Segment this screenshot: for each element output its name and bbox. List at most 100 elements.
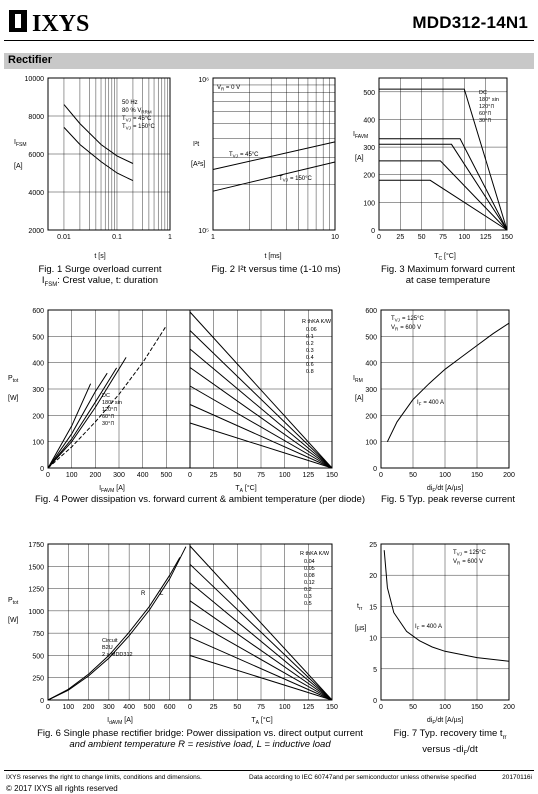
fig4-xlabel-left: IFAVM [A] [99, 485, 125, 494]
fig4-xtick-left: 100 [66, 472, 78, 479]
fig1-xtick: 0.01 [57, 234, 71, 241]
fig3-ytick: 500 [363, 90, 375, 97]
plot-frame [378, 77, 508, 231]
fig4-xlabel-right: TA [°C] [235, 484, 256, 494]
fig5-ytick: 0 [373, 466, 377, 473]
fig4-rthka-line [189, 330, 333, 469]
fig6-ytick: 0 [40, 698, 44, 705]
fig6-rthka-line [189, 563, 333, 701]
fig1-series-line [63, 104, 134, 164]
fig6-xlabel-left: IdAVM [A] [107, 717, 133, 726]
fig3-ytick: 400 [363, 117, 375, 124]
fig1-ytick: 2000 [28, 228, 44, 235]
fig7-curve-label: IF = 400 A [415, 624, 442, 631]
fig1-yunit: [A] [14, 163, 23, 170]
fig4-xtick-left: 500 [160, 472, 172, 479]
svg-text:60°⊓: 60°⊓ [102, 414, 115, 420]
fig4-rthka-value: 0.4 [306, 355, 314, 361]
fig2-ytick: 10⁵ [198, 228, 209, 235]
page-header: IXYS MDD312-14N1 [4, 4, 534, 41]
fig6-ytick: 1500 [28, 564, 44, 571]
svg-text:30°⊓: 30°⊓ [479, 118, 492, 124]
fig1-ytick: 6000 [28, 152, 44, 159]
fig7-ytick: 0 [373, 698, 377, 705]
fig5-ytick: 400 [365, 361, 377, 368]
fig4-yunit: [W] [8, 395, 19, 402]
fig6-xtick-left: 0 [46, 704, 50, 711]
fig2-ylabel: I²t [193, 141, 199, 148]
footer-revision: 20170116i [502, 774, 532, 781]
fig4-rthka-title: R thKA K/W [302, 319, 332, 325]
fig6-rthka-title: R thKA K/W [300, 551, 330, 557]
fig4-xtick-left: 400 [137, 472, 149, 479]
fig4-rthka-line [189, 385, 333, 469]
fig7-ytick: 10 [369, 636, 377, 643]
section-bar: Rectifier [4, 53, 534, 69]
fig4-ytick: 300 [32, 387, 44, 394]
plot-frame [189, 309, 333, 469]
fig6-ytick: 500 [32, 653, 44, 660]
fig2-caption: Fig. 2 I²t versus time (1-10 ms) [211, 264, 341, 275]
fig6-xtick-right: 125 [302, 704, 314, 711]
fig7-ytick: 25 [369, 542, 377, 549]
fig7-cond1: TVJ = 125°C [453, 550, 487, 557]
fig4-rthka-value: 0.3 [306, 348, 314, 354]
fig7-chart: trr [µs] diF/dt [A/µs] TVJ = 125°C VR = 60… [355, 542, 515, 726]
copyright: © 2017 IXYS all rights reserved [6, 784, 118, 793]
fig4-series-line [47, 372, 108, 469]
fig3-series-line [379, 160, 508, 231]
fig1-xtick: 1 [168, 234, 172, 241]
fig5-xlabel: diF/dt [A/µs] [427, 485, 463, 494]
fig6-rthka-value: 0.5 [304, 601, 312, 607]
fig3-xtick: 25 [396, 234, 404, 241]
plot-frame [380, 543, 510, 701]
fig6-rthka-line [189, 600, 333, 701]
fig7-xtick: 50 [409, 704, 417, 711]
fig5-cond1: TVJ = 125°C [391, 316, 425, 323]
fig7-cond2: VR = 600 V [453, 559, 483, 566]
fig1-ytick: 4000 [28, 190, 44, 197]
plot-frame [47, 77, 171, 231]
fig6-circuit-note: Circuit B2U 2 x MDD312 [102, 638, 133, 658]
plot-frame [380, 309, 510, 469]
fig4-ytick: 400 [32, 361, 44, 368]
fig3-xlabel: TC [°C] [434, 252, 456, 262]
svg-text:IXYS: IXYS [32, 11, 89, 36]
fig6-rthka-line [189, 582, 333, 701]
svg-text:180° sin: 180° sin [479, 97, 499, 103]
fig7-ytick: 5 [373, 667, 377, 674]
fig2-xtick: 10 [331, 234, 339, 241]
fig2-series-line [212, 161, 336, 192]
fig3-xtick: 100 [458, 234, 470, 241]
fig3-ytick: 200 [363, 173, 375, 180]
fig2-chart: I²t [A²s] t [ms] VR = 0 V TVJ = 45°C TVJ =… [191, 77, 339, 260]
fig6-ytick: 750 [32, 631, 44, 638]
fig6-ytick: 1750 [28, 542, 44, 549]
fig6-rthka-value: 0.12 [304, 580, 315, 586]
fig3-legend: DC 180° sin 120°⊓ 60°⊓ 30°⊓ [479, 90, 499, 124]
fig6-xtick-right: 100 [279, 704, 291, 711]
fig4-ytick: 100 [32, 440, 44, 447]
fig5-xtick: 150 [471, 472, 483, 479]
fig1-ytick: 8000 [28, 114, 44, 121]
fig6-ytick: 1000 [28, 609, 44, 616]
fig7-xtick: 100 [439, 704, 451, 711]
svg-text:DC: DC [102, 393, 110, 399]
section-title: Rectifier [8, 54, 53, 66]
fig3-series-line [379, 138, 508, 231]
part-number: MDD312-14N1 [412, 13, 528, 32]
fig1-ytick: 10000 [25, 76, 45, 83]
fig5-ytick: 500 [365, 334, 377, 341]
fig6-rthka-value: 0.2 [304, 587, 312, 593]
fig6-rthka-value: 0.08 [304, 573, 315, 579]
fig5-xtick: 0 [379, 472, 383, 479]
fig3-caption: Fig. 3 Maximum forward current at case t… [380, 264, 516, 286]
fig4-series-line [47, 325, 167, 469]
fig4-rthka-value: 0.1 [306, 334, 314, 340]
fig6-ytick: 1250 [28, 587, 44, 594]
fig6-rthka-legend: R thKA K/W 0.040.050.080.120.20.30.5 [300, 551, 330, 607]
svg-text:Circuit: Circuit [102, 638, 118, 644]
fig2-xtick: 1 [211, 234, 215, 241]
fig4-series-line [47, 367, 118, 469]
fig6-xtick-left: 500 [144, 704, 156, 711]
